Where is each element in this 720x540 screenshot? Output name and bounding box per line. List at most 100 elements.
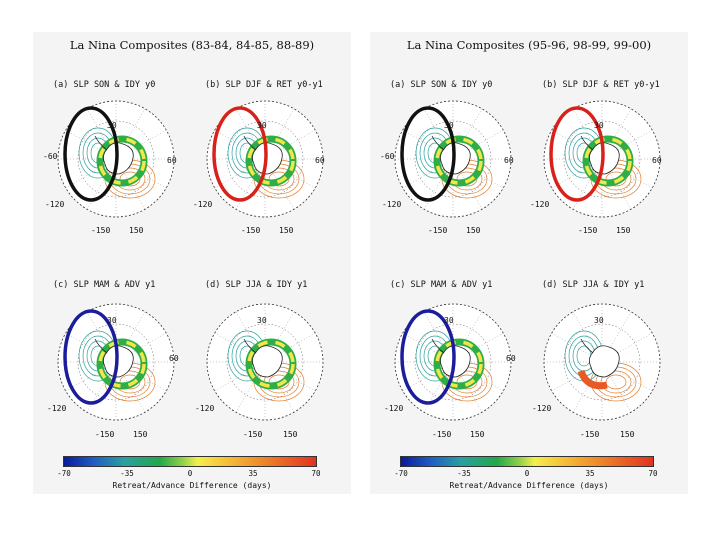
antarctica-outline xyxy=(589,345,620,378)
longitude-label: -120 xyxy=(193,200,213,209)
longitude-label: 30 xyxy=(257,316,267,325)
latitude-circle xyxy=(563,323,641,401)
longitude-label: 150 xyxy=(470,430,485,439)
polar-map xyxy=(388,94,518,224)
longitude-label: -120 xyxy=(47,404,67,413)
latitude-circle xyxy=(77,120,155,198)
colorbar xyxy=(400,456,654,467)
antarctic-peninsula xyxy=(243,135,257,151)
polar-map xyxy=(537,297,667,427)
longitude-label: 150 xyxy=(620,430,635,439)
colorbar xyxy=(63,456,317,467)
longitude-label: 150 xyxy=(133,430,148,439)
antarctic-peninsula xyxy=(94,338,108,354)
polar-map-svg xyxy=(394,100,512,218)
colorbar-tick: 70 xyxy=(311,469,321,478)
colorbar-label: Retreat/Advance Difference (days) xyxy=(112,481,272,490)
polar-map-svg xyxy=(206,100,324,218)
longitude-label: 60 xyxy=(167,156,177,165)
latitude-circle xyxy=(563,120,641,198)
colorbar-tick: -70 xyxy=(57,469,71,478)
sea-ice-ring-highlight xyxy=(98,137,146,185)
sea-ice-ring-highlight xyxy=(435,340,483,388)
longitude-label: 150 xyxy=(616,226,631,235)
polar-map-svg xyxy=(57,303,175,421)
longitude-label: 30 xyxy=(107,121,117,130)
subplot-b-label: (b) SLP DJF & RET y0-y1 xyxy=(205,80,323,90)
longitude-label: 150 xyxy=(279,226,294,235)
colorbar-tick: -70 xyxy=(394,469,408,478)
antarctic-peninsula xyxy=(580,135,594,151)
highlight-outline xyxy=(400,309,456,405)
subplot-d-label: (d) SLP JJA & IDY y1 xyxy=(205,280,308,290)
longitude-label: 30 xyxy=(594,316,604,325)
panel-title: La Nina Composites (95-96, 98-99, 99-00) xyxy=(406,38,652,52)
longitude-label: 30 xyxy=(107,316,117,325)
antarctic-peninsula xyxy=(580,338,594,354)
highlight-outline xyxy=(212,106,268,202)
longitude-label: -150 xyxy=(241,226,261,235)
highlight-outline xyxy=(63,106,119,202)
longitude-label: -60 xyxy=(380,152,395,161)
colorbar-tick: 0 xyxy=(524,469,530,478)
longitude-label: 30 xyxy=(444,316,454,325)
latitude-circle xyxy=(414,120,492,198)
antarctic-peninsula xyxy=(431,338,445,354)
panel-title: La Nina Composites (83-84, 84-85, 88-89) xyxy=(69,38,315,52)
sea-ice-ring-highlight xyxy=(247,137,295,185)
subplot-c-label: (c) SLP MAM & ADV y1 xyxy=(390,280,493,290)
polar-map xyxy=(537,94,667,224)
colorbar-tick: 70 xyxy=(648,469,658,478)
antarctica-outline xyxy=(252,345,283,378)
colorbar-tick: -35 xyxy=(457,469,471,478)
polar-map xyxy=(388,297,518,427)
latitude-circle xyxy=(226,323,304,401)
longitude-label: -120 xyxy=(384,404,404,413)
composite-panel-left: La Nina Composites (83-84, 84-85, 88-89)… xyxy=(33,32,351,494)
colorbar-tick: 35 xyxy=(248,469,258,478)
longitude-label: 150 xyxy=(129,226,144,235)
sea-ice-anomaly xyxy=(577,369,608,390)
subplot-a-label: (a) SLP SON & IDY y0 xyxy=(53,80,156,90)
longitude-label: -150 xyxy=(91,226,111,235)
colorbar-tick: 0 xyxy=(187,469,193,478)
longitude-label: -150 xyxy=(95,430,115,439)
longitude-label: -120 xyxy=(45,200,65,209)
composite-panel-right: La Nina Composites (95-96, 98-99, 99-00)… xyxy=(370,32,688,494)
colorbar-tick: -35 xyxy=(120,469,134,478)
sea-ice-ring-highlight xyxy=(247,340,295,388)
longitude-label: 60 xyxy=(504,156,514,165)
longitude-label: 150 xyxy=(466,226,481,235)
polar-map xyxy=(51,297,181,427)
longitude-label: -150 xyxy=(428,226,448,235)
longitude-label: -60 xyxy=(43,152,58,161)
antarctic-peninsula xyxy=(243,338,257,354)
longitude-label: -150 xyxy=(580,430,600,439)
antarctic-peninsula xyxy=(94,135,108,151)
polar-map xyxy=(51,94,181,224)
longitude-label: -150 xyxy=(578,226,598,235)
longitude-label: -120 xyxy=(382,200,402,209)
longitude-label: 60 xyxy=(169,354,179,363)
polar-map-svg xyxy=(394,303,512,421)
polar-map xyxy=(200,94,330,224)
antarctic-peninsula xyxy=(431,135,445,151)
subplot-d-label: (d) SLP JJA & IDY y1 xyxy=(542,280,645,290)
longitude-label: -120 xyxy=(195,404,215,413)
sea-ice-ring-highlight xyxy=(584,137,632,185)
colorbar-tick: 35 xyxy=(585,469,595,478)
polar-map-svg xyxy=(206,303,324,421)
subplot-a-label: (a) SLP SON & IDY y0 xyxy=(390,80,493,90)
longitude-label: 60 xyxy=(652,156,662,165)
longitude-label: 30 xyxy=(444,121,454,130)
highlight-outline xyxy=(63,309,119,405)
subplot-b-label: (b) SLP DJF & RET y0-y1 xyxy=(542,80,660,90)
longitude-label: -120 xyxy=(530,200,550,209)
polar-map xyxy=(200,297,330,427)
latitude-circle xyxy=(226,120,304,198)
longitude-label: 30 xyxy=(257,121,267,130)
longitude-label: 150 xyxy=(283,430,298,439)
colorbar-label: Retreat/Advance Difference (days) xyxy=(449,481,609,490)
sea-ice-ring-highlight xyxy=(98,340,146,388)
polar-map-svg xyxy=(57,100,175,218)
